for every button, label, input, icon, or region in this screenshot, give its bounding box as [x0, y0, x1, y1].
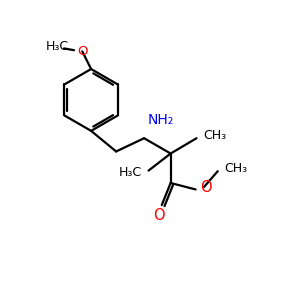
Text: H₃C: H₃C — [119, 167, 142, 179]
Text: CH₃: CH₃ — [224, 162, 247, 175]
Text: O: O — [77, 45, 88, 58]
Text: CH₃: CH₃ — [203, 129, 226, 142]
Text: O: O — [200, 180, 212, 195]
Text: NH₂: NH₂ — [147, 113, 173, 127]
Text: O: O — [154, 208, 165, 223]
Text: H₃C: H₃C — [46, 40, 69, 53]
